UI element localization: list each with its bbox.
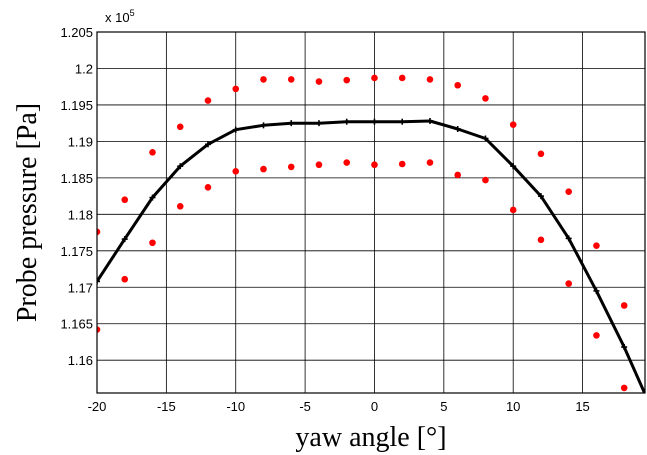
upper-bound-point — [97, 228, 101, 236]
lower-bound-point — [315, 161, 323, 169]
x-tick-label: 10 — [506, 399, 520, 414]
upper-bound-point — [343, 76, 351, 84]
x-tick-label: -10 — [226, 399, 245, 414]
x-tick-label: 0 — [371, 399, 378, 414]
upper-bound-point — [482, 95, 489, 102]
upper-bound-point — [121, 196, 129, 204]
upper-bound-point — [565, 188, 572, 196]
y-tick-label: 1.185 — [60, 171, 93, 186]
upper-bound-point — [315, 78, 323, 85]
upper-bound-point — [620, 302, 628, 309]
lower-bound-point — [482, 176, 489, 184]
lower-bound-point — [121, 275, 129, 283]
upper-bound-point — [537, 150, 545, 158]
upper-bound-point — [176, 123, 184, 131]
lower-bound-point — [287, 163, 295, 171]
upper-bound-point — [454, 81, 462, 89]
series-layer — [97, 74, 645, 393]
x-tick-label: -15 — [157, 399, 176, 414]
lower-bound-point — [593, 332, 600, 339]
upper-bound-point — [426, 76, 434, 83]
upper-bound-point — [371, 74, 378, 82]
x-tick-label: -20 — [88, 399, 107, 414]
lower-bound-point — [565, 280, 572, 287]
lower-bound-point — [426, 159, 434, 166]
lower-bound-point — [454, 171, 462, 179]
plot-frame — [96, 31, 646, 394]
x-tick-label: -5 — [299, 399, 311, 414]
lower-bound-point — [537, 236, 545, 244]
upper-bound-point — [593, 242, 600, 249]
lower-bound-point — [509, 206, 517, 214]
y-tick-label: 1.19 — [68, 134, 93, 149]
upper-bound-point — [204, 97, 212, 104]
upper-bound-point — [260, 76, 267, 83]
lower-bound-point — [176, 203, 184, 210]
y-tick-label: 1.18 — [68, 207, 93, 222]
lower-bound-point — [232, 167, 240, 175]
lower-bound-point — [343, 159, 351, 166]
y-axis-title: Probe pressure [Pa] — [12, 103, 43, 322]
upper-bound-point — [509, 121, 517, 128]
y-tick-label: 1.195 — [60, 98, 93, 113]
y-tick-label: 1.2 — [75, 61, 93, 76]
grid — [96, 32, 645, 393]
lower-bound-point — [620, 384, 628, 392]
lower-bound-point — [371, 161, 378, 169]
y-tick-label: 1.175 — [60, 244, 93, 259]
y-tick-label: 1.205 — [60, 25, 93, 40]
x-axis-title: yaw angle [°] — [295, 422, 446, 453]
y-tick-label: 1.16 — [68, 353, 93, 368]
upper-bound-point — [149, 149, 156, 156]
x-tick-label: 15 — [575, 399, 589, 414]
x-tick-label: 5 — [440, 399, 447, 414]
lower-bound-point — [398, 160, 406, 168]
lower-bound-point — [260, 165, 267, 173]
upper-bound-point — [232, 85, 240, 93]
lower-bound-point — [204, 184, 212, 191]
y-tick-label: 1.17 — [68, 280, 93, 295]
y-exponent-label: x 105 — [105, 8, 135, 25]
tick-labels: -20 -15 -10 -5 0 5 10 15 1.16 1.165 1.17 1.175 1.18 1… — [60, 25, 589, 414]
lower-bound-point — [97, 326, 101, 333]
lower-bound-point — [149, 239, 156, 247]
upper-bound-point — [398, 74, 406, 82]
upper-bound-point — [287, 76, 295, 83]
y-tick-label: 1.165 — [60, 317, 93, 332]
